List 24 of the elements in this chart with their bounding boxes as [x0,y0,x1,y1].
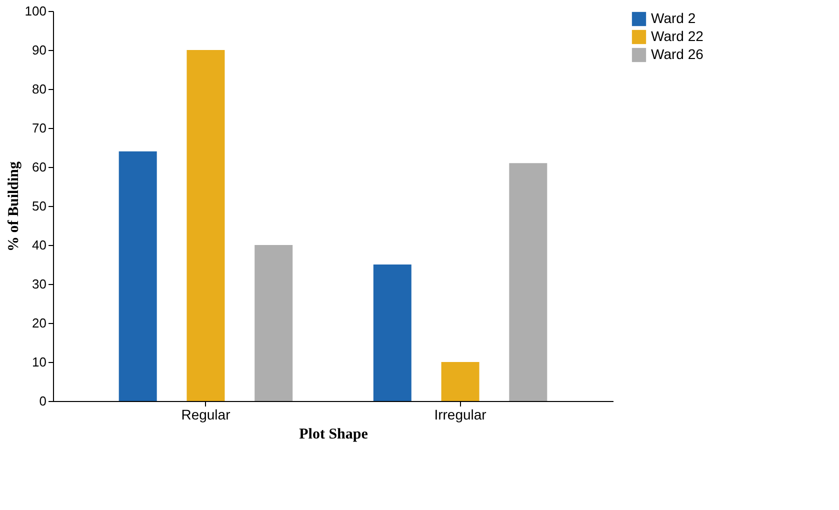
y-tick-label: 40 [32,238,46,252]
bar [373,264,412,401]
bar [254,245,293,401]
x-tick-label: Regular [181,406,231,422]
legend-label: Ward 26 [651,46,704,62]
x-axis-title: Plot Shape [299,426,368,442]
y-tick-label: 20 [32,316,46,330]
y-axis-title: % of Building [6,160,22,252]
y-tick-label: 0 [39,394,46,408]
bar [441,362,480,401]
y-tick-label: 50 [32,198,46,214]
y-tick-label: 80 [32,82,46,96]
y-tick-label: 90 [32,42,46,58]
y-tick-label: 60 [32,160,46,174]
y-tick-label: 10 [32,354,46,370]
bar [186,50,225,401]
y-tick-label: 30 [32,276,46,292]
x-tick-label: Irregular [434,406,487,422]
bar [509,163,548,401]
legend-label: Ward 2 [651,10,696,26]
y-tick-label: 70 [32,120,46,136]
y-tick-label: 100 [24,4,46,18]
legend-label: Ward 22 [651,28,704,44]
bar [118,151,157,401]
